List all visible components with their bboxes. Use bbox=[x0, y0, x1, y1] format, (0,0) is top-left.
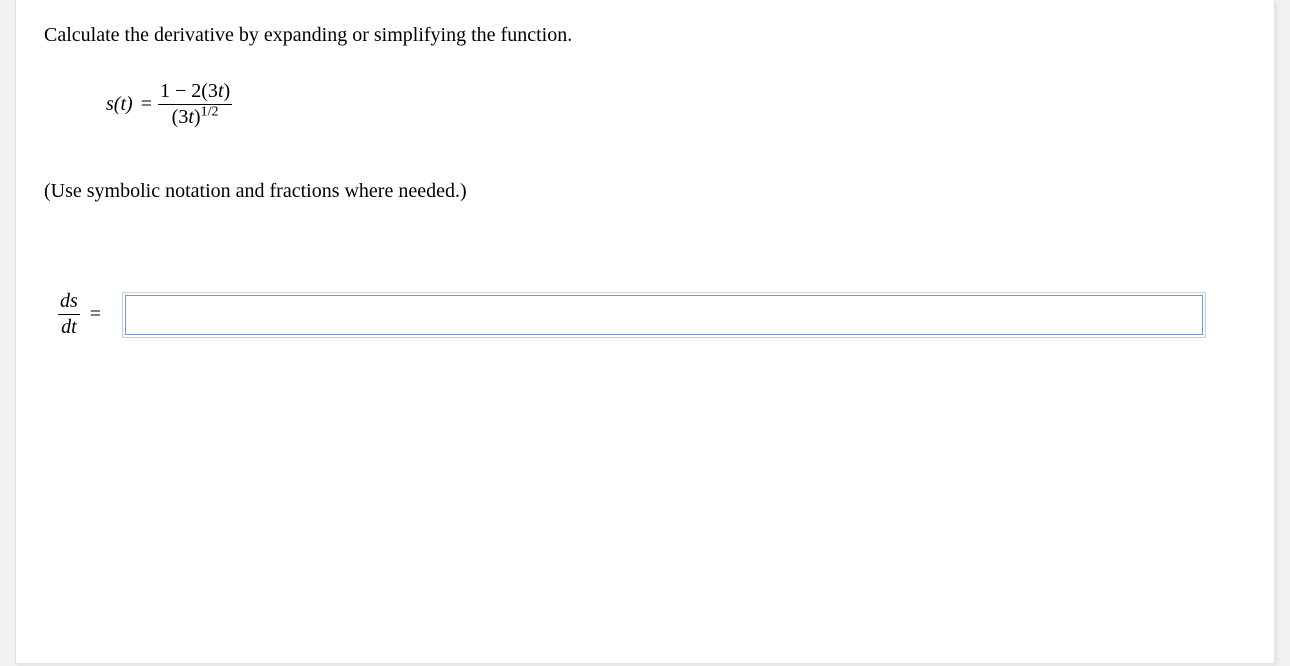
equation-display: s(t) = 1 − 2(3t) (3t)1/2 bbox=[106, 80, 232, 129]
equation-lhs: s(t) bbox=[106, 93, 133, 116]
equation-fraction: 1 − 2(3t) (3t)1/2 bbox=[158, 80, 232, 129]
answer-label-fraction: ds dt bbox=[58, 290, 80, 339]
equation-den-suffix: ) bbox=[194, 106, 201, 128]
equation-den-exponent: 1/2 bbox=[201, 104, 219, 119]
equation-lhs-paren-close: ) bbox=[126, 93, 133, 115]
question-prompt: Calculate the derivative by expanding or… bbox=[44, 24, 572, 47]
answer-label-den-var: t bbox=[71, 316, 77, 338]
answer-label-num-d: d bbox=[60, 290, 70, 312]
answer-label-num-var: s bbox=[70, 290, 78, 312]
instruction-hint: (Use symbolic notation and fractions whe… bbox=[44, 180, 467, 203]
answer-label-num: ds bbox=[58, 290, 80, 315]
answer-label-den: dt bbox=[59, 315, 79, 339]
equation-denominator: (3t)1/2 bbox=[170, 105, 221, 129]
equation-num-suffix: ) bbox=[224, 80, 231, 102]
question-panel: Calculate the derivative by expanding or… bbox=[15, 0, 1275, 664]
equals-sign: = bbox=[141, 93, 152, 116]
equation-lhs-func: s bbox=[106, 93, 114, 115]
answer-equals: = bbox=[90, 303, 101, 326]
equation-num-prefix: 1 − 2(3 bbox=[160, 80, 218, 102]
equation-den-prefix: (3 bbox=[172, 106, 189, 128]
answer-input[interactable] bbox=[125, 295, 1203, 335]
equation-numerator: 1 − 2(3t) bbox=[158, 80, 232, 105]
answer-label-den-d: d bbox=[61, 316, 71, 338]
answer-label: ds dt = bbox=[58, 290, 107, 339]
answer-row: ds dt = bbox=[58, 290, 1203, 339]
